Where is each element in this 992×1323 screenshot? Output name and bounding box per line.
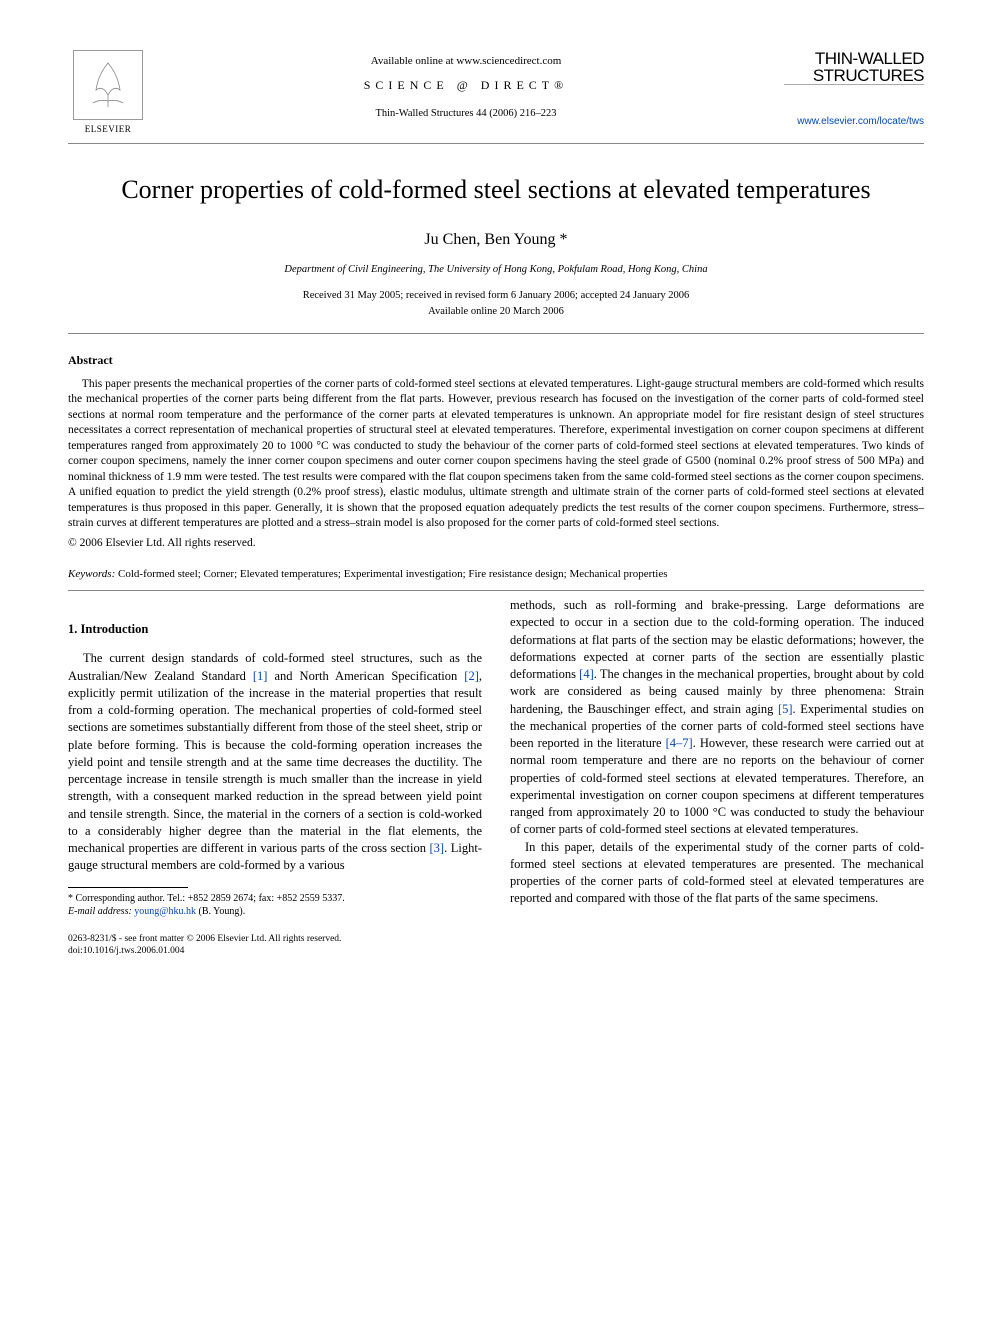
keywords-block: Keywords: Cold-formed steel; Corner; Ele… — [68, 567, 924, 582]
email-label: E-mail address: — [68, 906, 134, 917]
abstract-bottom-rule — [68, 590, 924, 591]
footer-block: 0263-8231/$ - see front matter © 2006 El… — [68, 933, 482, 958]
footnote-contact: * Corresponding author. Tel.: +852 2859 … — [68, 892, 482, 906]
journal-logo: THIN-WALLED STRUCTURES www.elsevier.com/… — [784, 50, 924, 129]
body-text: and North American Specification — [267, 669, 464, 683]
footnote-separator — [68, 887, 188, 888]
keywords-label: Keywords: — [68, 568, 115, 580]
header-rule — [68, 143, 924, 144]
corresponding-author-footnote: * Corresponding author. Tel.: +852 2859 … — [68, 892, 482, 919]
available-online-line: Available online at www.sciencedirect.co… — [148, 54, 784, 69]
copyright-line: © 2006 Elsevier Ltd. All rights reserved… — [68, 536, 924, 552]
authors: Ju Chen, Ben Young * — [68, 229, 924, 251]
keywords-list: Cold-formed steel; Corner; Elevated temp… — [115, 568, 667, 580]
ref-link-5[interactable]: [5] — [778, 702, 793, 716]
ref-link-2[interactable]: [2] — [464, 669, 479, 683]
elsevier-logo: ELSEVIER — [68, 50, 148, 135]
page-header: ELSEVIER Available online at www.science… — [68, 50, 924, 135]
doi-line: doi:10.1016/j.tws.2006.01.004 — [68, 945, 482, 957]
issn-copyright: 0263-8231/$ - see front matter © 2006 El… — [68, 933, 482, 945]
email-tail: (B. Young). — [196, 906, 245, 917]
elsevier-tree-icon — [73, 50, 143, 120]
journal-title-line2: STRUCTURES — [784, 67, 924, 84]
journal-reference: Thin-Walled Structures 44 (2006) 216–223 — [148, 107, 784, 121]
journal-title-line1: THIN-WALLED — [784, 50, 924, 67]
ref-link-4-7[interactable]: [4–7] — [666, 736, 693, 750]
footnote-email-line: E-mail address: young@hku.hk (B. Young). — [68, 905, 482, 919]
center-header: Available online at www.sciencedirect.co… — [148, 50, 784, 121]
intro-paragraph-1-cont: methods, such as roll-forming and brake-… — [510, 597, 924, 839]
body-columns: 1. Introduction The current design stand… — [68, 597, 924, 957]
ref-link-1[interactable]: [1] — [253, 669, 268, 683]
abstract-heading: Abstract — [68, 352, 924, 368]
ref-link-4[interactable]: [4] — [579, 667, 594, 681]
intro-paragraph-1: The current design standards of cold-for… — [68, 650, 482, 874]
email-link[interactable]: young@hku.hk — [134, 906, 196, 917]
abstract-top-rule — [68, 333, 924, 334]
abstract-paragraph: This paper presents the mechanical prope… — [68, 377, 924, 532]
journal-url-link[interactable]: www.elsevier.com/locate/tws — [784, 115, 924, 129]
abstract-body: This paper presents the mechanical prope… — [68, 377, 924, 532]
intro-paragraph-2: In this paper, details of the experiment… — [510, 839, 924, 908]
received-dates: Received 31 May 2005; received in revise… — [68, 289, 924, 303]
sciencedirect-logo: SCIENCE @ DIRECT® — [148, 77, 784, 93]
ref-link-3[interactable]: [3] — [430, 841, 445, 855]
available-online-date: Available online 20 March 2006 — [68, 305, 924, 319]
section-1-heading: 1. Introduction — [68, 621, 482, 638]
article-title: Corner properties of cold-formed steel s… — [68, 172, 924, 207]
affiliation: Department of Civil Engineering, The Uni… — [68, 263, 924, 277]
body-text: . However, these research were carried o… — [510, 736, 924, 836]
elsevier-label: ELSEVIER — [68, 123, 148, 135]
column-footer: * Corresponding author. Tel.: +852 2859 … — [68, 887, 482, 958]
body-text: , explicitly permit utilization of the i… — [68, 669, 482, 856]
